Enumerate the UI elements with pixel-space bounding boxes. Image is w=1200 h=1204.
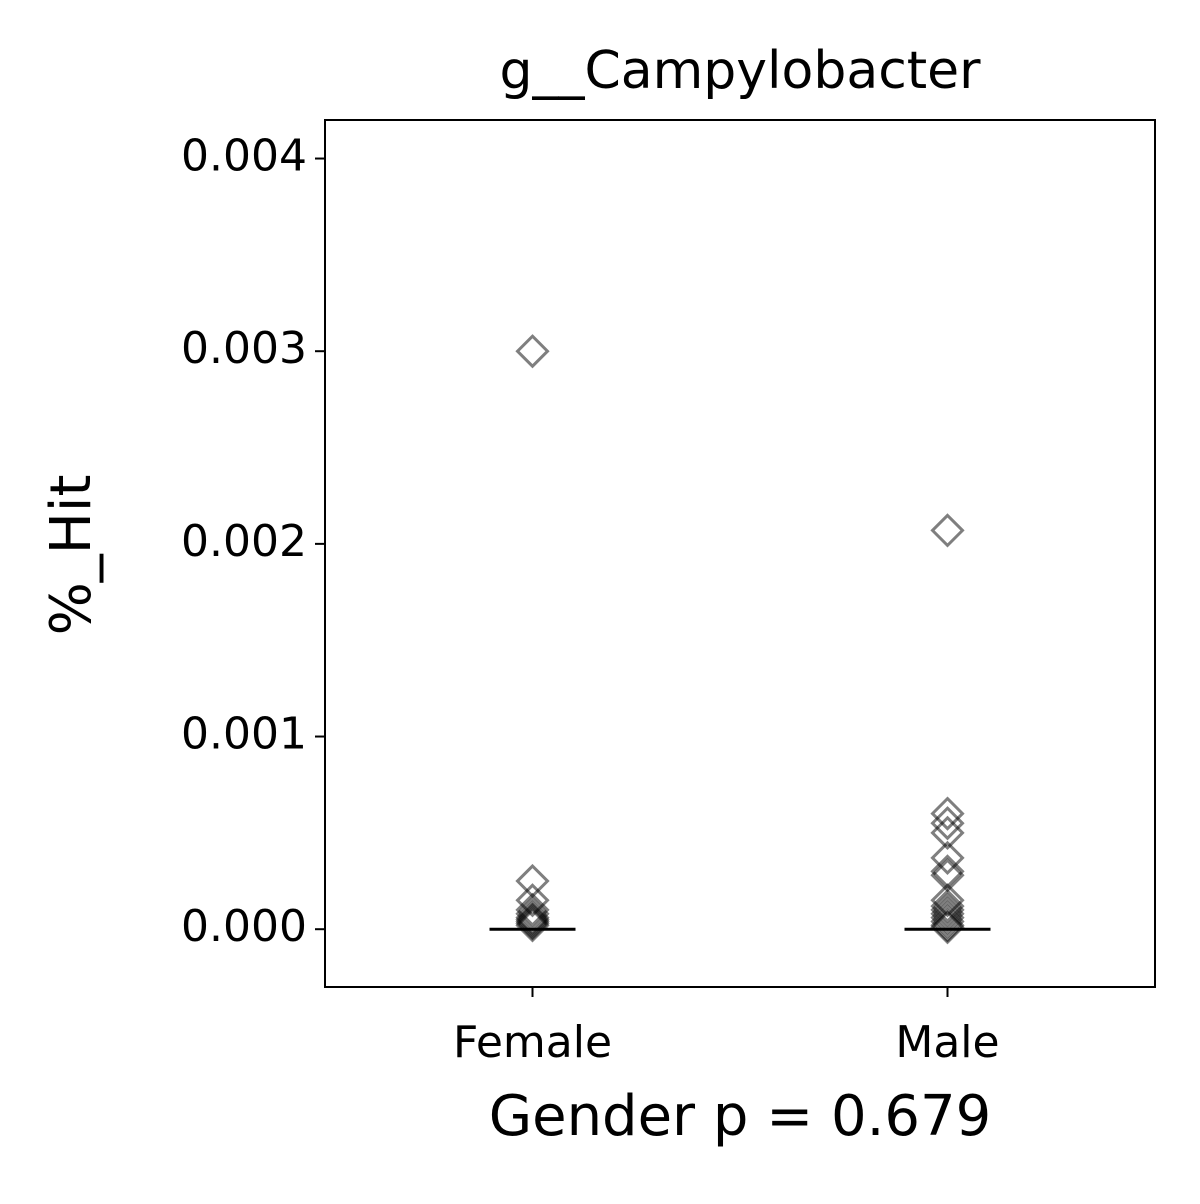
chart-title: g__Campylobacter	[499, 41, 981, 101]
data-point	[930, 888, 965, 924]
y-tick-label: 0.000	[181, 901, 307, 952]
y-tick-label: 0.004	[181, 131, 307, 182]
data-point	[930, 900, 965, 935]
data-point	[930, 892, 965, 928]
data-point	[515, 896, 550, 931]
data-point	[930, 806, 965, 841]
data-point	[515, 334, 550, 369]
y-axis-label: %_Hit	[39, 475, 104, 636]
data-point	[515, 908, 550, 943]
y-tick-label: 0.002	[181, 516, 307, 567]
data-point	[930, 513, 965, 548]
data-point	[930, 815, 965, 850]
data-point	[930, 883, 965, 918]
data-point	[930, 904, 965, 939]
data-point	[515, 883, 550, 918]
plot-frame	[324, 119, 1156, 988]
data-point	[930, 910, 965, 945]
x-tick-label: Male	[895, 1017, 999, 1068]
data-point	[930, 896, 965, 931]
data-point	[930, 840, 965, 876]
x-axis-label: Gender p = 0.679	[489, 1084, 992, 1149]
data-point	[930, 796, 965, 831]
data-point	[515, 892, 550, 928]
x-tick-label: Female	[453, 1017, 612, 1068]
y-tick-label: 0.003	[181, 323, 307, 374]
y-tick-label: 0.001	[181, 709, 307, 760]
